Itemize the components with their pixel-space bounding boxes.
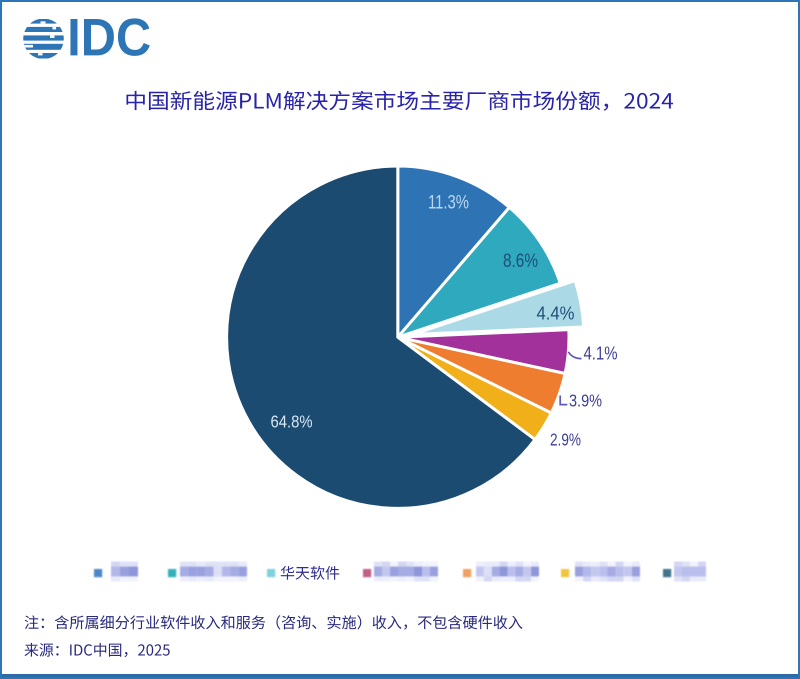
svg-text:8.6%: 8.6% — [503, 251, 538, 272]
svg-text:4.4%: 4.4% — [537, 303, 575, 324]
svg-text:11.3%: 11.3% — [428, 192, 469, 214]
svg-text:3.9%: 3.9% — [569, 391, 602, 411]
svg-text:2.9%: 2.9% — [550, 430, 581, 450]
svg-text:64.8%: 64.8% — [271, 411, 313, 431]
svg-text:4.1%: 4.1% — [584, 344, 618, 364]
